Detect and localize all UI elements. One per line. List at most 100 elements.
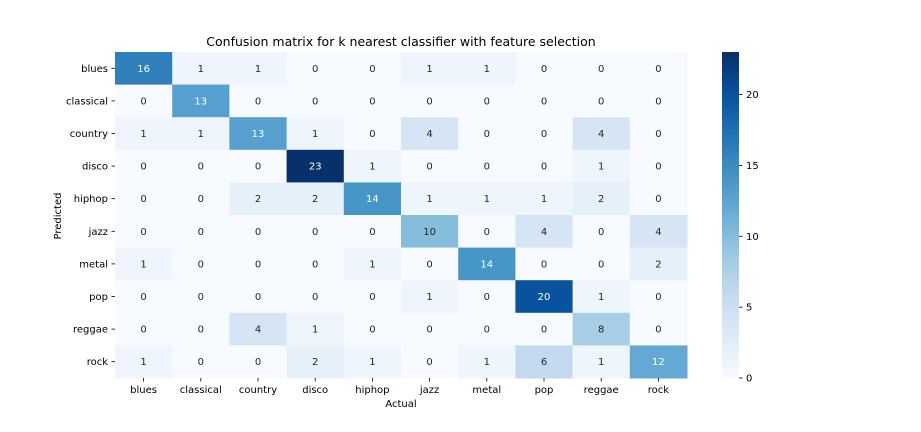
x-axis-label: Actual xyxy=(385,399,416,410)
cell-value-label: 0 xyxy=(655,194,661,205)
cell-value-label: 1 xyxy=(426,64,432,75)
cell-value-label: 0 xyxy=(426,259,432,270)
heatmap-cell xyxy=(401,117,459,151)
x-tick-label: classical xyxy=(180,385,222,396)
cell-value-label: 1 xyxy=(484,357,490,368)
heatmap-cell xyxy=(515,345,574,379)
heatmap-cell xyxy=(115,52,173,86)
heatmap-cell xyxy=(515,312,574,346)
x-tick-label: country xyxy=(239,385,277,396)
cell-value-label: 0 xyxy=(255,292,261,303)
heatmap-cell xyxy=(343,215,402,249)
heatmap-cell xyxy=(401,84,459,118)
heatmap-cell xyxy=(172,345,230,379)
heatmap-cell xyxy=(286,247,345,281)
cell-value-label: 0 xyxy=(598,96,604,107)
cell-value-label: 0 xyxy=(369,96,375,107)
heatmap-cell xyxy=(629,149,688,183)
cell-value-label: 0 xyxy=(140,292,146,303)
cell-value-label: 0 xyxy=(541,96,547,107)
x-tick-label: reggae xyxy=(584,385,619,396)
cell-value-label: 0 xyxy=(484,292,490,303)
cell-value-label: 13 xyxy=(194,96,207,107)
heatmap-cell xyxy=(229,84,288,118)
heatmap-cell xyxy=(629,345,688,379)
y-tick-label: hiphop xyxy=(74,194,108,205)
heatmap-cell xyxy=(515,84,574,118)
cell-value-label: 0 xyxy=(484,325,490,336)
x-tick-label: disco xyxy=(302,385,328,396)
cell-value-label: 0 xyxy=(598,259,604,270)
heatmap-cell xyxy=(286,52,345,86)
heatmap-cell xyxy=(515,182,574,216)
heatmap-cell xyxy=(115,312,173,346)
cell-value-label: 0 xyxy=(312,292,318,303)
cell-value-label: 1 xyxy=(369,357,375,368)
cell-value-label: 0 xyxy=(369,292,375,303)
cell-value-label: 8 xyxy=(598,325,604,336)
heatmap-cell xyxy=(286,345,345,379)
cell-value-label: 2 xyxy=(598,194,604,205)
cell-value-label: 1 xyxy=(598,292,604,303)
cell-value-label: 0 xyxy=(426,325,432,336)
heatmap-cell xyxy=(172,215,230,249)
cell-value-label: 0 xyxy=(655,162,661,173)
cell-value-label: 0 xyxy=(426,96,432,107)
cell-value-label: 1 xyxy=(426,194,432,205)
heatmap-cell xyxy=(172,312,230,346)
heatmap-cell xyxy=(172,84,230,118)
heatmap-cell xyxy=(458,312,516,346)
cell-value-label: 0 xyxy=(255,227,261,238)
x-tick-label: metal xyxy=(472,385,501,396)
cell-value-label: 0 xyxy=(198,259,204,270)
heatmap-cell xyxy=(401,215,459,249)
heatmap-cell xyxy=(458,117,516,151)
colorbar xyxy=(722,52,739,378)
cell-value-label: 4 xyxy=(541,227,547,238)
heatmap-cell xyxy=(115,280,173,314)
heatmap-cell xyxy=(572,117,631,151)
cell-value-label: 0 xyxy=(426,357,432,368)
cell-value-label: 12 xyxy=(652,357,665,368)
heatmap-cell xyxy=(286,182,345,216)
heatmap-cell xyxy=(629,182,688,216)
cell-value-label: 4 xyxy=(598,129,604,140)
cell-value-label: 2 xyxy=(655,259,661,270)
cell-value-label: 1 xyxy=(198,129,204,140)
y-tick-label: disco xyxy=(82,162,108,173)
heatmap-cell xyxy=(286,84,345,118)
heatmap-cell xyxy=(229,182,288,216)
heatmap-cell xyxy=(286,149,345,183)
y-axis-ticks: blues classical country disco hiphop jazz meta… xyxy=(66,64,115,368)
cell-value-label: 2 xyxy=(312,194,318,205)
heatmap-cell xyxy=(401,52,459,86)
cell-value-label: 1 xyxy=(198,64,204,75)
heatmap-cell xyxy=(172,280,230,314)
heatmap-cell xyxy=(629,247,688,281)
heatmap-cell xyxy=(458,215,516,249)
heatmap-cell xyxy=(115,247,173,281)
heatmap-cell xyxy=(515,52,574,86)
y-tick-label: rock xyxy=(87,357,109,368)
cell-value-label: 0 xyxy=(198,162,204,173)
heatmap-cell xyxy=(458,280,516,314)
x-axis-ticks: blues classical country disco hiphop jazz meta… xyxy=(130,378,669,396)
colorbar-tick-label: 10 xyxy=(746,232,759,243)
heatmap-cell xyxy=(572,247,631,281)
y-tick-label: classical xyxy=(66,96,108,107)
heatmap-cell xyxy=(343,247,402,281)
cell-value-label: 0 xyxy=(655,96,661,107)
cell-value-label: 2 xyxy=(255,194,261,205)
cell-value-label: 0 xyxy=(312,96,318,107)
cell-value-label: 1 xyxy=(255,64,261,75)
heatmap-cell xyxy=(343,345,402,379)
y-tick-label: reggae xyxy=(73,325,108,336)
y-tick-label: jazz xyxy=(88,227,108,238)
heatmap-cell xyxy=(343,280,402,314)
heatmap-cell xyxy=(458,84,516,118)
cell-value-label: 1 xyxy=(140,357,146,368)
cell-value-label: 0 xyxy=(655,129,661,140)
heatmap-cell xyxy=(229,280,288,314)
colorbar-tick-label: 5 xyxy=(746,303,752,314)
